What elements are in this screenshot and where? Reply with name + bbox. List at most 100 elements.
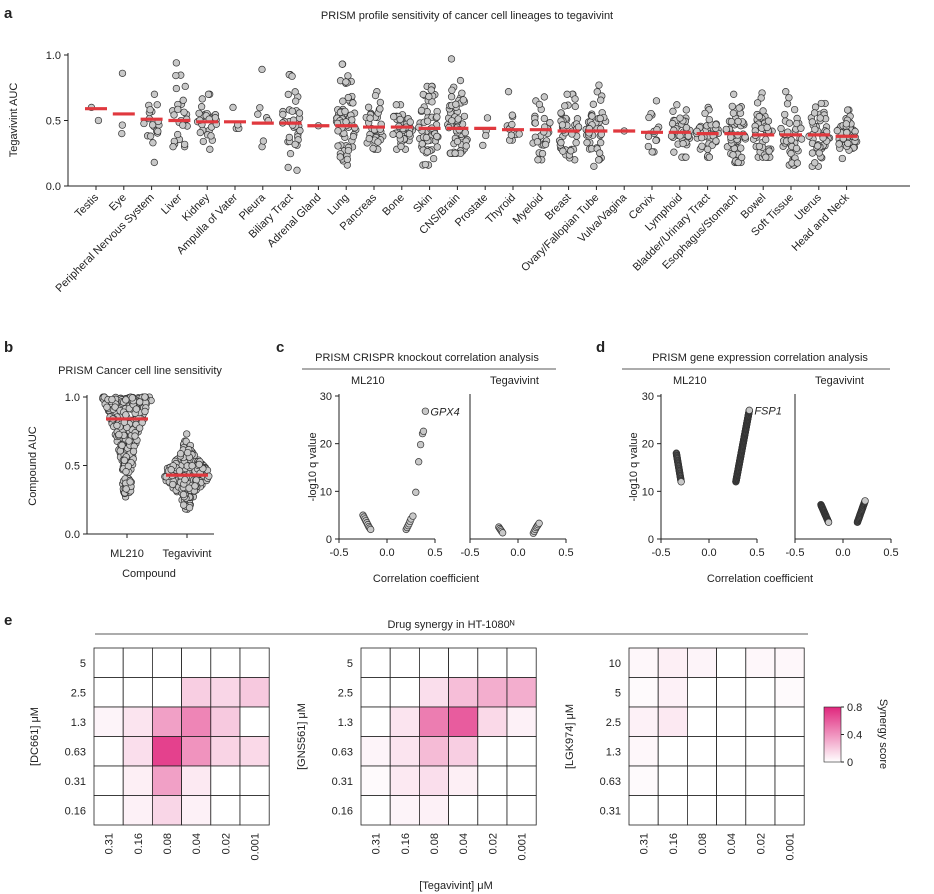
data-point: [454, 115, 462, 123]
heatmap-cell: [210, 765, 241, 796]
data-point: [676, 114, 684, 122]
data-point: [256, 104, 264, 112]
data-point: [644, 132, 653, 141]
data-point: [429, 154, 438, 163]
panel-a-ylabel: Tegavivint AUC: [8, 83, 20, 158]
data-point: [811, 159, 819, 167]
data-point: [180, 140, 189, 149]
heatmap-cell: [506, 647, 537, 678]
heatmap-cell: [418, 706, 449, 737]
data-point: [415, 458, 423, 466]
data-point: [172, 59, 181, 67]
data-point: [757, 94, 765, 102]
data-point: [561, 102, 569, 110]
data-point: [195, 460, 203, 469]
heatmap-cell: [389, 706, 420, 737]
data-point: [169, 143, 177, 151]
data-point: [179, 501, 188, 509]
panel-e: e Drug synergy in HT-1080ᴺ [Tegavivint] …: [4, 612, 889, 892]
data-point: [433, 143, 441, 151]
data-point: [192, 476, 200, 484]
data-point: [765, 147, 773, 155]
data-point: [508, 111, 516, 119]
data-point: [423, 148, 431, 156]
heatmap-y-tick-label: 1.3: [338, 717, 353, 729]
heatmap-cell: [93, 795, 124, 826]
y-tick-label: 0.5: [65, 461, 80, 473]
data-point: [816, 114, 824, 122]
data-point: [122, 485, 130, 493]
heatmap-cell: [210, 706, 241, 737]
data-point: [180, 108, 188, 116]
heatmap-y-tick-label: 0.63: [65, 746, 86, 758]
panel-a: a PRISM profile sensitivity of cancer ce…: [4, 5, 910, 295]
heatmap-cell: [181, 647, 212, 678]
x-tick-label: 0.5: [749, 547, 764, 559]
data-point: [824, 518, 833, 526]
data-point: [334, 142, 342, 150]
panel-d-label: d: [596, 339, 605, 356]
data-point: [810, 109, 819, 117]
heatmap-cell: [93, 647, 124, 678]
data-point: [583, 139, 591, 147]
x-tick-label: Peripheral Nervous System: [54, 192, 157, 295]
heatmap-cell: [448, 647, 479, 678]
data-point: [764, 117, 773, 125]
heatmap-cell: [418, 736, 449, 767]
data-point: [701, 109, 709, 118]
heatmap-cell: [477, 706, 508, 737]
data-point: [338, 60, 346, 68]
data-point: [535, 519, 543, 527]
data-point: [783, 100, 792, 108]
data-point: [447, 93, 456, 101]
data-point: [179, 121, 187, 129]
heatmap-cell: [389, 736, 420, 767]
data-point: [122, 467, 130, 476]
heatmap-cell: [360, 736, 391, 767]
heatmap-cell: [418, 765, 449, 796]
data-point: [181, 82, 189, 91]
data-point: [597, 139, 605, 147]
y-tick-label: 0.0: [65, 529, 80, 541]
data-point: [343, 155, 351, 164]
data-point: [588, 112, 596, 120]
y-tick-label: 0.0: [46, 181, 61, 193]
heatmap-cell: [687, 736, 718, 767]
data-point: [835, 140, 843, 148]
data-point: [762, 153, 770, 161]
data-point: [349, 132, 358, 141]
data-point: [648, 148, 656, 156]
data-point: [787, 149, 795, 158]
heatmap-cell: [687, 706, 718, 737]
data-point: [595, 156, 603, 164]
data-point: [149, 139, 157, 147]
data-point: [417, 106, 426, 115]
data-point: [782, 88, 790, 96]
heatmap-cell: [122, 647, 153, 678]
data-point: [279, 110, 287, 119]
data-point: [722, 125, 730, 133]
heatmap-cell: [151, 647, 182, 678]
panel-e-xlabel: [Tegavivint] μM: [419, 880, 493, 892]
data-point: [460, 112, 469, 120]
data-point: [150, 90, 159, 98]
heatmap-cell: [93, 677, 124, 708]
data-point: [292, 97, 300, 105]
heatmap-y-tick-label: 1.3: [71, 717, 86, 729]
panel-d: d PRISM gene expression correlation anal…: [596, 339, 899, 585]
x-tick-label: ML210: [110, 548, 144, 560]
data-point: [132, 405, 141, 413]
data-point: [419, 427, 428, 435]
heatmap-cell: [360, 647, 391, 678]
data-point: [546, 119, 554, 127]
heatmap-x-tick-label: 0.02: [487, 833, 499, 854]
data-point: [712, 137, 720, 145]
data-point: [596, 149, 604, 157]
data-point: [150, 158, 158, 167]
x-tick-label: 0.5: [558, 547, 573, 559]
panel-c-ylabel: -log10 q value: [307, 432, 319, 501]
data-point: [572, 139, 580, 147]
heatmap-cell: [774, 736, 805, 767]
data-point: [808, 118, 816, 126]
data-point: [737, 144, 745, 152]
